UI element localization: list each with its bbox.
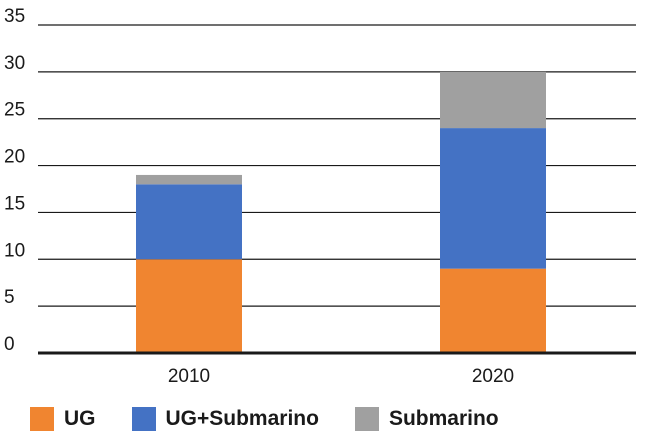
legend-swatch-ug-submarino xyxy=(131,407,156,431)
y-tick-label-5: 5 xyxy=(4,287,15,308)
legend-item-ug-submarino: UG+Submarino xyxy=(131,407,319,431)
x-tick-label-2010: 2010 xyxy=(168,366,210,387)
legend-item-ug: UG xyxy=(30,407,96,431)
y-tick-label-25: 25 xyxy=(4,100,25,121)
y-tick-label-30: 30 xyxy=(4,53,25,74)
bar-2020-ug xyxy=(440,268,546,353)
legend-label-submarino: Submarino xyxy=(388,407,499,430)
bar-2010-ug-submarino xyxy=(136,184,242,260)
bar-2010-ug xyxy=(136,259,242,353)
gridlines xyxy=(38,24,636,307)
legend: UG UG+Submarino Submarino xyxy=(30,402,535,436)
x-tick-label-2020: 2020 xyxy=(472,366,514,387)
bar-2010-submarino xyxy=(136,174,242,185)
x-axis-tick-labels: 2010 2020 xyxy=(168,366,514,387)
legend-item-submarino: Submarino xyxy=(354,407,499,431)
legend-label-ug: UG xyxy=(64,407,96,430)
y-axis-tick-labels: 0 5 10 15 20 25 30 35 xyxy=(4,6,25,355)
y-tick-label-10: 10 xyxy=(4,240,25,261)
legend-swatch-ug xyxy=(30,407,54,431)
stacked-bar-chart: 0 5 10 15 20 25 30 35 2010 2020 xyxy=(4,6,636,387)
legend-label-ug-submarino: UG+Submarino xyxy=(165,407,319,430)
y-tick-label-0: 0 xyxy=(4,334,15,355)
bar-2020-ug-submarino xyxy=(440,128,546,269)
y-tick-label-20: 20 xyxy=(4,147,25,168)
y-tick-label-15: 15 xyxy=(4,193,25,214)
y-tick-label-35: 35 xyxy=(4,6,25,27)
legend-swatch-submarino xyxy=(354,407,379,431)
bars xyxy=(136,71,546,353)
bar-2020-submarino xyxy=(440,71,546,129)
